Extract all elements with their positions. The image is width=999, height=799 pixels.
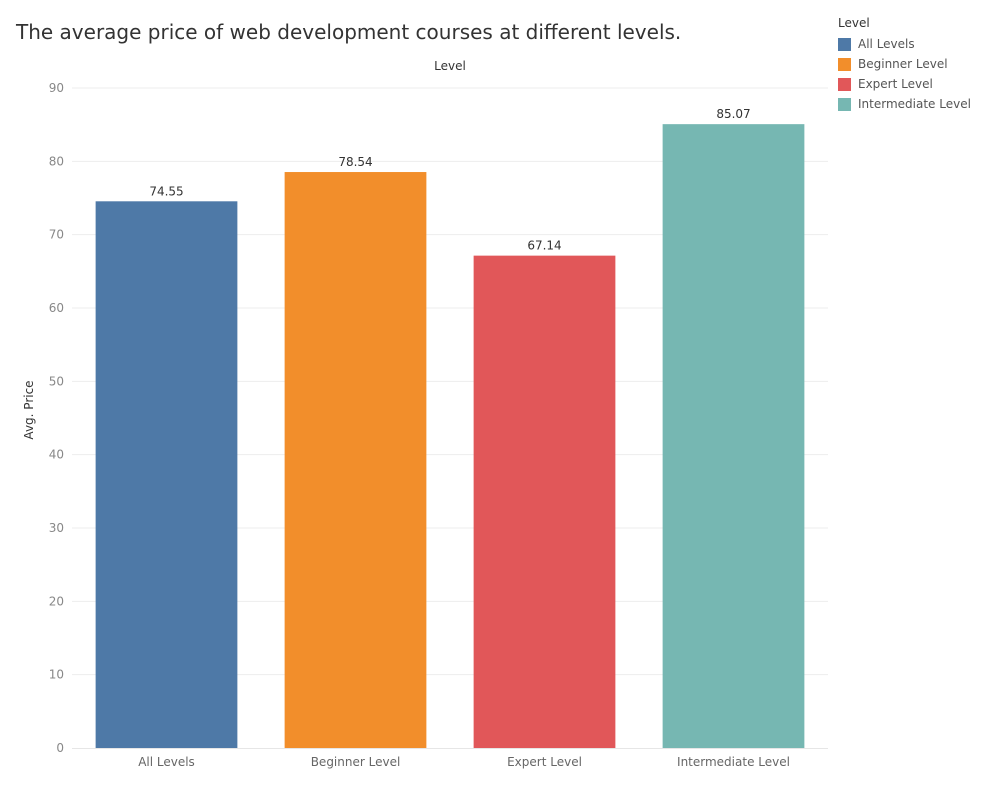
legend-label: Beginner Level <box>858 57 948 71</box>
legend-swatch <box>838 37 851 51</box>
y-tick-label: 0 <box>56 741 64 755</box>
data-label: 78.54 <box>338 155 372 169</box>
legend-item[interactable]: All Levels <box>838 34 971 54</box>
y-tick-label: 70 <box>49 228 64 242</box>
y-tick-label: 30 <box>49 521 64 535</box>
data-label: 74.55 <box>149 184 183 198</box>
legend-item[interactable]: Expert Level <box>838 74 971 94</box>
x-tick-label: All Levels <box>138 755 195 769</box>
y-axis-title: Avg. Price <box>22 380 36 439</box>
x-axis: All Levels Beginner Level Expert Level Inte… <box>138 755 790 769</box>
data-labels: 74.55 78.54 67.14 85.07 <box>149 107 750 252</box>
y-tick-label: 50 <box>49 374 64 388</box>
y-tick-label: 80 <box>49 154 64 168</box>
y-tick-label: 90 <box>49 81 64 95</box>
chart-title: The average price of web development cou… <box>16 20 682 44</box>
legend-item[interactable]: Beginner Level <box>838 54 971 74</box>
legend-label: All Levels <box>858 37 915 51</box>
y-tick-label: 10 <box>49 668 64 682</box>
legend-item[interactable]: Intermediate Level <box>838 94 971 114</box>
legend-label: Intermediate Level <box>858 97 971 111</box>
x-tick-label: Beginner Level <box>311 755 401 769</box>
y-axis: 0 10 20 30 40 50 60 70 80 90 <box>49 81 64 755</box>
legend: Level All Levels Beginner Level Expert Lev… <box>838 16 971 114</box>
legend-swatch <box>838 57 851 71</box>
x-tick-label: Intermediate Level <box>677 755 790 769</box>
bar-beginner-level[interactable] <box>284 172 427 749</box>
bar-all-levels[interactable] <box>95 201 238 749</box>
column-header: Level <box>434 59 466 73</box>
y-tick-label: 20 <box>49 594 64 608</box>
legend-title: Level <box>838 16 870 30</box>
data-label: 67.14 <box>527 239 561 253</box>
y-tick-label: 60 <box>49 301 64 315</box>
x-tick-label: Expert Level <box>507 755 582 769</box>
data-label: 85.07 <box>716 107 750 121</box>
legend-swatch <box>838 77 851 91</box>
legend-swatch <box>838 97 851 111</box>
y-tick-label: 40 <box>49 448 64 462</box>
bars <box>95 124 805 749</box>
bar-expert-level[interactable] <box>473 255 616 748</box>
bar-intermediate-level[interactable] <box>662 124 805 749</box>
legend-label: Expert Level <box>858 77 933 91</box>
